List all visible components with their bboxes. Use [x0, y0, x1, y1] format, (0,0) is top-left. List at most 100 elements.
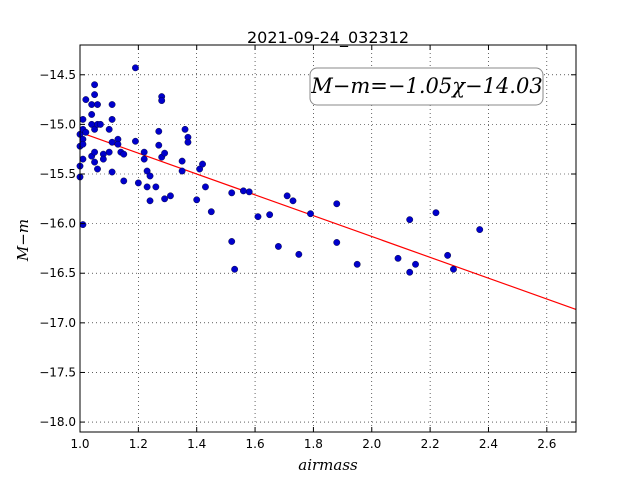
data-point: [120, 150, 128, 158]
data-point: [266, 211, 274, 219]
data-point: [184, 138, 192, 146]
y-tick-label: −17.0: [39, 316, 76, 330]
data-point: [79, 221, 87, 229]
data-point: [82, 128, 90, 136]
data-point: [207, 208, 215, 216]
data-point: [254, 213, 262, 221]
fit-equation-box: M−m=−1.05χ−14.03: [309, 67, 544, 106]
data-point: [333, 200, 341, 208]
data-point: [245, 188, 253, 196]
data-point: [476, 226, 484, 233]
data-point: [79, 155, 87, 163]
x-tick-label: 1.8: [304, 437, 323, 451]
data-point: [283, 192, 291, 200]
x-tick-label: 2.6: [537, 437, 556, 451]
data-point: [178, 167, 186, 175]
data-point: [152, 183, 160, 191]
plot-frame: [79, 44, 577, 433]
data-points: [76, 64, 484, 276]
data-point: [146, 172, 154, 180]
data-point: [105, 125, 113, 133]
data-point: [132, 137, 139, 145]
data-point: [432, 209, 440, 217]
data-point: [105, 148, 113, 156]
x-tick-label: 1.2: [129, 437, 148, 451]
data-point: [146, 197, 154, 205]
y-tick-label: −16.0: [39, 217, 76, 231]
data-point: [108, 168, 116, 176]
fit-line: [79, 131, 577, 311]
data-point: [231, 265, 239, 273]
data-point: [193, 196, 201, 204]
x-tick-label: 2.2: [421, 437, 440, 451]
axis-ticks: 1.0 1.2 1.4 1.6 1.8 2.0 2.2 2.4 2.6 −14.5 −15.0 −15…: [39, 45, 576, 451]
data-point: [155, 127, 163, 135]
data-point: [406, 268, 414, 276]
data-point: [196, 165, 204, 173]
data-point: [333, 239, 341, 246]
data-point: [444, 251, 452, 259]
y-tick-label: −17.5: [39, 365, 76, 379]
data-point: [79, 116, 87, 123]
data-point: [91, 91, 98, 99]
data-point: [108, 138, 116, 146]
data-point: [353, 260, 361, 268]
data-point: [143, 167, 151, 175]
data-point: [202, 183, 209, 191]
x-tick-label: 1.6: [246, 437, 265, 451]
data-point: [91, 158, 98, 166]
data-point: [412, 260, 419, 268]
y-tick-label: −14.5: [39, 68, 76, 82]
data-point: [79, 140, 87, 148]
data-point: [94, 101, 101, 108]
data-point: [97, 120, 104, 128]
grid: [80, 45, 576, 432]
y-tick-label: −15.0: [39, 117, 76, 131]
data-point: [295, 250, 303, 258]
data-point: [88, 101, 96, 108]
data-point: [167, 192, 174, 200]
data-point: [161, 195, 169, 203]
data-point: [406, 216, 414, 224]
data-point: [239, 187, 247, 195]
fit-equation: M−m=−1.05χ−14.03: [310, 74, 542, 98]
chart-title: 2021-09-24_032312: [247, 28, 409, 48]
data-point: [307, 210, 314, 218]
data-point: [228, 189, 236, 197]
x-tick-label: 1.0: [70, 437, 89, 451]
data-point: [289, 197, 297, 205]
data-point: [88, 111, 96, 118]
x-tick-label: 2.0: [362, 437, 381, 451]
data-point: [91, 148, 98, 156]
data-point: [274, 243, 282, 250]
data-point: [134, 179, 142, 187]
x-tick-label: 2.4: [479, 437, 498, 451]
y-tick-label: −15.5: [39, 167, 76, 181]
data-point: [140, 148, 148, 156]
data-point: [140, 155, 148, 163]
data-point: [108, 116, 116, 123]
data-point: [161, 149, 169, 157]
data-point: [82, 96, 90, 103]
y-tick-label: −16.5: [39, 266, 76, 280]
fit-line-group: [79, 131, 577, 311]
data-point: [99, 155, 107, 163]
data-point: [91, 125, 98, 133]
data-point: [181, 125, 189, 133]
data-point: [143, 183, 151, 191]
data-point: [94, 165, 101, 173]
x-axis-label: airmass: [298, 456, 358, 474]
data-point: [108, 101, 116, 108]
data-point: [91, 81, 98, 89]
data-point: [228, 238, 236, 245]
data-point: [450, 265, 457, 273]
data-point: [120, 177, 128, 185]
data-point: [199, 160, 206, 168]
x-tick-label: 1.4: [187, 437, 206, 451]
data-point: [158, 97, 166, 104]
data-point: [155, 141, 163, 149]
y-axis-label: M−m: [14, 219, 32, 262]
y-tick-label: −18.0: [39, 415, 76, 429]
data-point: [132, 64, 139, 72]
